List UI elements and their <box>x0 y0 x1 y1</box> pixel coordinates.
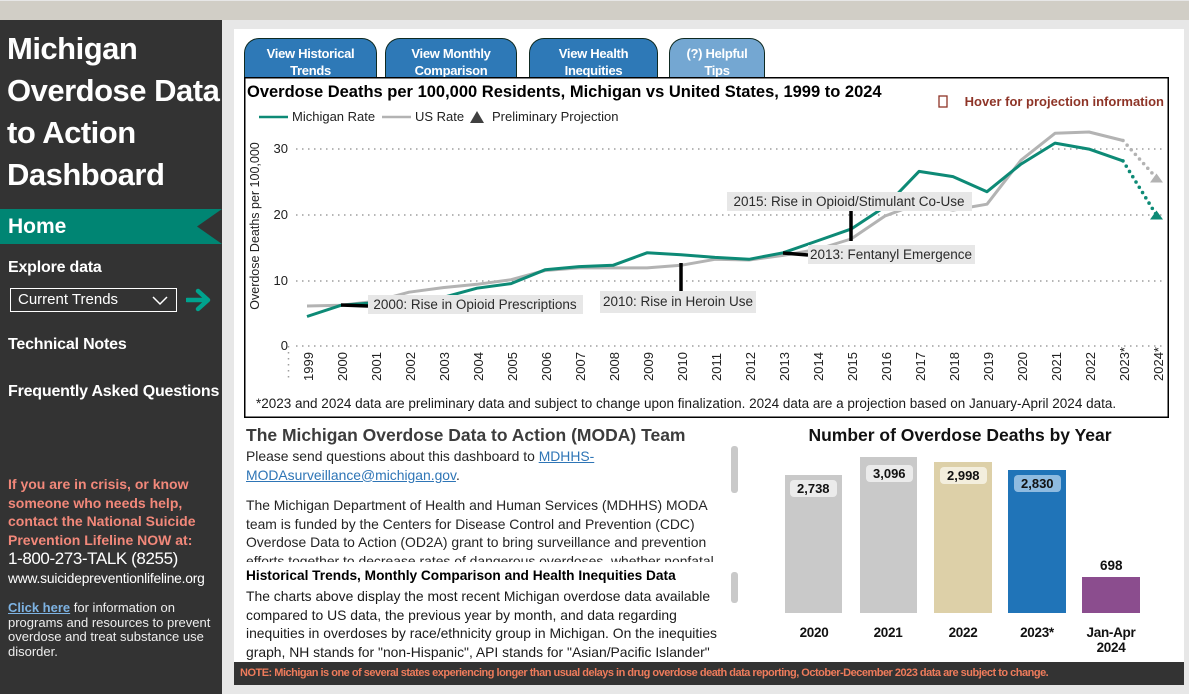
svg-text:2015: Rise in Opioid/Stimulant: 2015: Rise in Opioid/Stimulant Co-Use <box>733 194 964 209</box>
svg-text:2001: 2001 <box>369 352 384 381</box>
svg-text:2022: 2022 <box>1083 352 1098 381</box>
svg-text:2024*: 2024* <box>1151 347 1166 381</box>
svg-text:2013: Fentanyl Emergence: 2013: Fentanyl Emergence <box>810 247 972 262</box>
svg-text:2007: 2007 <box>573 352 588 381</box>
svg-text:2012: 2012 <box>743 352 758 381</box>
svg-text:Preliminary Projection: Preliminary Projection <box>492 109 618 124</box>
svg-text:2002: 2002 <box>403 352 418 381</box>
svg-text:2010: Rise in Heroin Use: 2010: Rise in Heroin Use <box>603 294 753 309</box>
svg-text:1999: 1999 <box>301 352 316 381</box>
svg-text:30: 30 <box>274 141 288 156</box>
svg-text:2005: 2005 <box>505 352 520 381</box>
svg-text:2014: 2014 <box>811 352 826 381</box>
svg-text:10: 10 <box>274 273 288 288</box>
svg-text:2015: 2015 <box>845 352 860 381</box>
svg-text:2004: 2004 <box>471 352 486 381</box>
svg-text:2018: 2018 <box>947 352 962 381</box>
svg-text:2008: 2008 <box>607 352 622 381</box>
svg-text:2013: 2013 <box>777 352 792 381</box>
svg-text:2000: Rise in Opioid Prescript: 2000: Rise in Opioid Prescriptions <box>373 297 577 312</box>
svg-text:*2023 and 2024 data are prelim: *2023 and 2024 data are preliminary data… <box>256 396 1116 411</box>
svg-text:Overdose Deaths per 100,000 Re: Overdose Deaths per 100,000 Residents, M… <box>247 83 882 101</box>
svg-text:US Rate: US Rate <box>415 109 464 124</box>
svg-text:2020: 2020 <box>1015 352 1030 381</box>
svg-text:Overdose Deaths per 100,000: Overdose Deaths per 100,000 <box>248 142 262 310</box>
svg-text:2016: 2016 <box>879 352 894 381</box>
svg-text:2011: 2011 <box>709 353 724 381</box>
svg-text:Hover for projection informati: Hover for projection information <box>965 94 1164 109</box>
svg-text:2017: 2017 <box>913 352 928 381</box>
svg-text:2019: 2019 <box>981 352 996 381</box>
svg-text:0: 0 <box>281 338 288 353</box>
svg-text:2009: 2009 <box>641 352 656 381</box>
svg-text:2006: 2006 <box>539 352 554 381</box>
svg-text:2021: 2021 <box>1049 352 1064 381</box>
svg-text:2000: 2000 <box>335 352 350 381</box>
svg-text:20: 20 <box>274 207 288 222</box>
svg-text:2010: 2010 <box>675 352 690 381</box>
svg-text:Michigan Rate: Michigan Rate <box>292 109 375 124</box>
svg-text:2003: 2003 <box>437 352 452 381</box>
svg-text:2023*: 2023* <box>1117 347 1132 381</box>
